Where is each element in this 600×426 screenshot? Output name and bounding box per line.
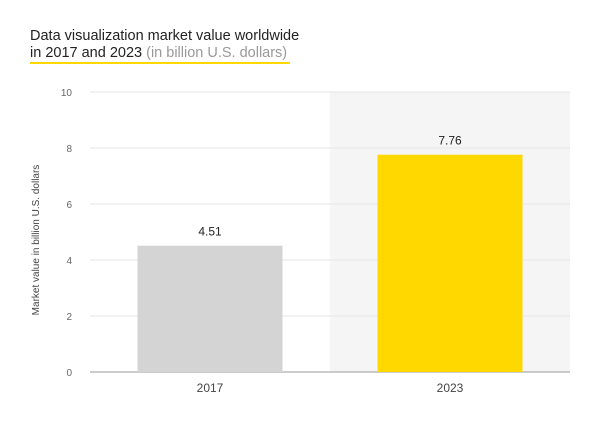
title-underline — [30, 62, 290, 64]
y-tick-label: 2 — [66, 312, 72, 323]
y-tick-label: 4 — [66, 256, 72, 267]
x-tick-label: 2023 — [437, 381, 464, 395]
title-line2: in 2017 and 2023 — [30, 45, 143, 61]
bar-2017 — [137, 245, 283, 372]
y-tick-label: 8 — [66, 144, 72, 155]
y-axis-label: Market value in billion U.S. dollars — [31, 165, 42, 316]
chart-title: Data visualization market value worldwid… — [30, 28, 299, 62]
x-tick-label: 2017 — [197, 381, 224, 395]
y-tick-label: 0 — [66, 368, 72, 379]
data-label: 4.51 — [198, 225, 222, 239]
y-tick-label: 6 — [66, 200, 72, 211]
chart-subtitle: (in billion U.S. dollars) — [146, 45, 288, 61]
y-tick-label: 10 — [61, 88, 73, 99]
data-label: 7.76 — [438, 134, 462, 148]
title-line1: Data visualization market value worldwid… — [30, 28, 300, 44]
bar-2023 — [377, 154, 523, 372]
